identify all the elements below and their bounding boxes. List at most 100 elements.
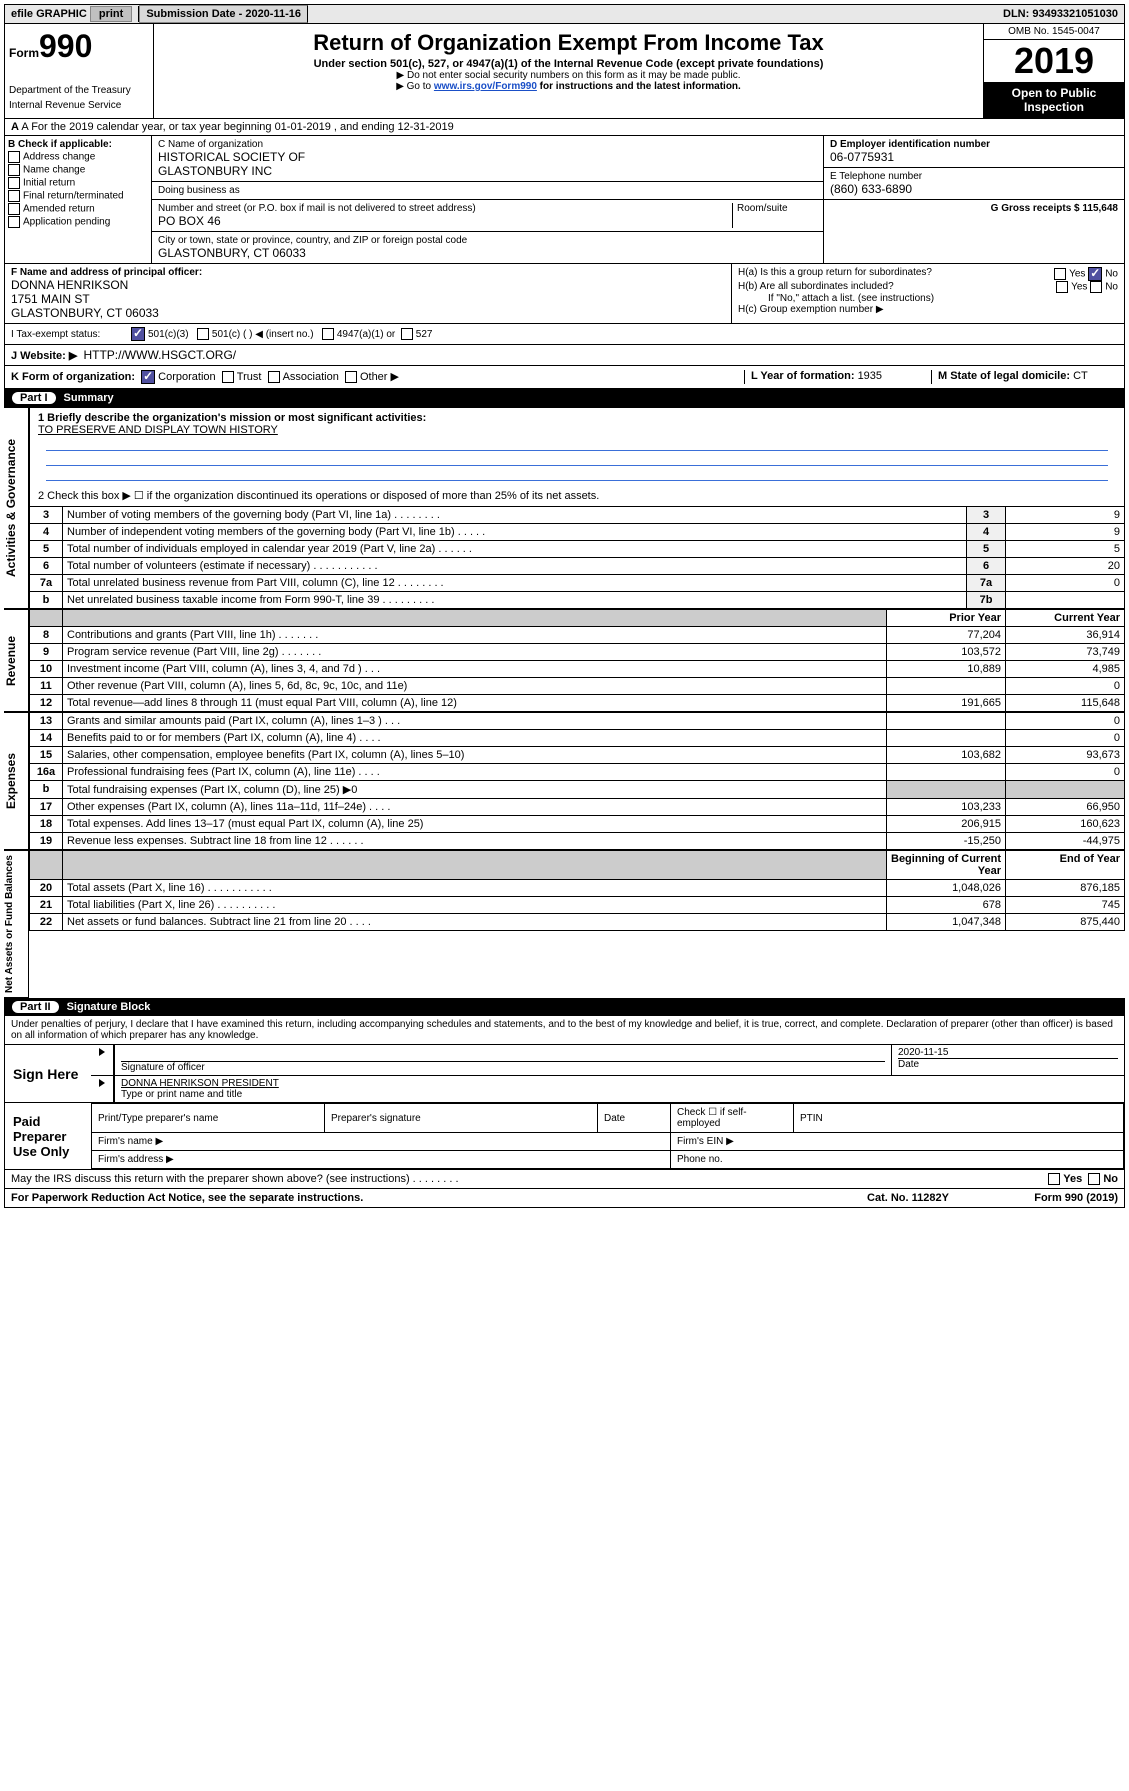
prep-sig: Preparer's signature	[325, 1104, 598, 1133]
table-expenses: 13 Grants and similar amounts paid (Part…	[29, 712, 1125, 850]
tax-year: 2019	[984, 40, 1124, 82]
current-year: 0	[1006, 713, 1125, 730]
line-desc: Total revenue—add lines 8 through 11 (mu…	[63, 695, 887, 712]
ein-label: D Employer identification number	[830, 139, 990, 150]
side-expenses: Expenses	[4, 712, 29, 850]
cb-amended[interactable]: Amended return	[8, 203, 148, 215]
prior-year	[887, 781, 1006, 799]
firm-phone: Phone no.	[671, 1151, 1124, 1169]
line-num: 20	[30, 880, 63, 897]
sig-officer-label: Signature of officer	[121, 1061, 885, 1073]
form-number: Form990	[9, 28, 149, 65]
prior-year	[887, 678, 1006, 695]
form-subtitle: Under section 501(c), 527, or 4947(a)(1)…	[158, 58, 979, 70]
line-desc: Professional fundraising fees (Part IX, …	[63, 764, 887, 781]
row-f-h: F Name and address of principal officer:…	[4, 264, 1125, 324]
sig-date-label: Date	[898, 1058, 1118, 1070]
addr-label: Number and street (or P.O. box if mail i…	[158, 203, 732, 214]
side-activities: Activities & Governance	[4, 407, 29, 609]
line-desc: Grants and similar amounts paid (Part IX…	[63, 713, 887, 730]
cat-no: Cat. No. 11282Y	[838, 1192, 978, 1204]
org-name-1: HISTORICAL SOCIETY OF	[158, 150, 817, 164]
col-header: End of Year	[1006, 851, 1125, 880]
line-num: 22	[30, 914, 63, 931]
line-desc: Total number of volunteers (estimate if …	[63, 558, 967, 575]
col-b-checkboxes: B Check if applicable: Address change Na…	[5, 136, 152, 263]
prior-year: 103,682	[887, 747, 1006, 764]
line-desc: Number of voting members of the governin…	[63, 507, 967, 524]
dln: DLN: 93493321051030	[997, 6, 1124, 22]
form-header: Form990 Department of the Treasury Inter…	[4, 24, 1125, 119]
cb-initial-return[interactable]: Initial return	[8, 177, 148, 189]
side-net-assets: Net Assets or Fund Balances	[4, 850, 29, 998]
discuss-row: May the IRS discuss this return with the…	[4, 1170, 1125, 1189]
prep-ptin: PTIN	[794, 1104, 1124, 1133]
org-info-block: B Check if applicable: Address change Na…	[4, 136, 1125, 264]
line-desc: Other revenue (Part VIII, column (A), li…	[63, 678, 887, 695]
prior-year: 10,889	[887, 661, 1006, 678]
year-formation-label: L Year of formation:	[751, 370, 858, 382]
line-amt	[1006, 592, 1125, 609]
omb-number: OMB No. 1545-0047	[984, 24, 1124, 40]
section-net-assets: Net Assets or Fund Balances Beginning of…	[4, 850, 1125, 998]
line-num: 12	[30, 695, 63, 712]
col-c-org: C Name of organization HISTORICAL SOCIET…	[152, 136, 823, 263]
efile-label: efile GRAPHIC print	[5, 6, 139, 22]
line-desc: Program service revenue (Part VIII, line…	[63, 644, 887, 661]
line-desc: Benefits paid to or for members (Part IX…	[63, 730, 887, 747]
cb-address-change[interactable]: Address change	[8, 151, 148, 163]
current-year: 4,985	[1006, 661, 1125, 678]
prep-check: Check ☐ if self-employed	[671, 1104, 794, 1133]
line-amt: 9	[1006, 524, 1125, 541]
year-formation: 1935	[858, 370, 882, 382]
instr-ssn: ▶ Do not enter social security numbers o…	[158, 70, 979, 81]
part2-header: Part IISignature Block	[4, 998, 1125, 1016]
line-box: 7a	[967, 575, 1006, 592]
line-box: 6	[967, 558, 1006, 575]
perjury-statement: Under penalties of perjury, I declare th…	[4, 1016, 1125, 1045]
line-num: 14	[30, 730, 63, 747]
line-num: b	[30, 592, 63, 609]
prior-year: 77,204	[887, 627, 1006, 644]
line-desc: Total liabilities (Part X, line 26) . . …	[63, 897, 887, 914]
officer-name: DONNA HENRIKSON	[11, 278, 725, 292]
state-domicile: CT	[1073, 370, 1088, 382]
org-city: GLASTONBURY, CT 06033	[158, 246, 817, 260]
section-activities-governance: Activities & Governance 1 Briefly descri…	[4, 407, 1125, 609]
officer-addr1: 1751 MAIN ST	[11, 292, 725, 306]
prior-year: 1,047,348	[887, 914, 1006, 931]
line-num: 5	[30, 541, 63, 558]
line-amt: 20	[1006, 558, 1125, 575]
line-amt: 9	[1006, 507, 1125, 524]
hb-note: If "No," attach a list. (see instruction…	[738, 293, 1118, 304]
part1-header: Part ISummary	[4, 389, 1125, 407]
gross-label: G Gross receipts $	[991, 203, 1083, 214]
col-header: Current Year	[1006, 610, 1125, 627]
cb-final-return[interactable]: Final return/terminated	[8, 190, 148, 202]
col-header: Beginning of Current Year	[887, 851, 1006, 880]
prep-name: Print/Type preparer's name	[92, 1104, 325, 1133]
prior-year: 678	[887, 897, 1006, 914]
paid-preparer-label: Paid Preparer Use Only	[5, 1103, 91, 1169]
mission-text: TO PRESERVE AND DISPLAY TOWN HISTORY	[38, 424, 1116, 436]
cb-name-change[interactable]: Name change	[8, 164, 148, 176]
ha-no-checked[interactable]	[1088, 267, 1102, 281]
irs-link[interactable]: www.irs.gov/Form990	[434, 81, 537, 92]
submission-date: Submission Date - 2020-11-16	[139, 5, 308, 23]
501c3-checked[interactable]	[131, 327, 145, 341]
line-desc: Contributions and grants (Part VIII, lin…	[63, 627, 887, 644]
ein-value: 06-0775931	[830, 150, 1118, 164]
cb-app-pending[interactable]: Application pending	[8, 216, 148, 228]
firm-name: Firm's name ▶	[92, 1133, 671, 1151]
line-box: 3	[967, 507, 1006, 524]
top-bar: efile GRAPHIC print Submission Date - 20…	[4, 4, 1125, 24]
line-desc: Other expenses (Part IX, column (A), lin…	[63, 799, 887, 816]
officer-label: F Name and address of principal officer:	[11, 267, 202, 278]
line-desc: Salaries, other compensation, employee b…	[63, 747, 887, 764]
print-button[interactable]: print	[90, 6, 132, 22]
website-value[interactable]: HTTP://WWW.HSGCT.ORG/	[83, 348, 236, 362]
line-amt: 5	[1006, 541, 1125, 558]
corp-checked[interactable]	[141, 370, 155, 384]
phone-value: (860) 633-6890	[830, 182, 1118, 196]
side-revenue: Revenue	[4, 609, 29, 712]
